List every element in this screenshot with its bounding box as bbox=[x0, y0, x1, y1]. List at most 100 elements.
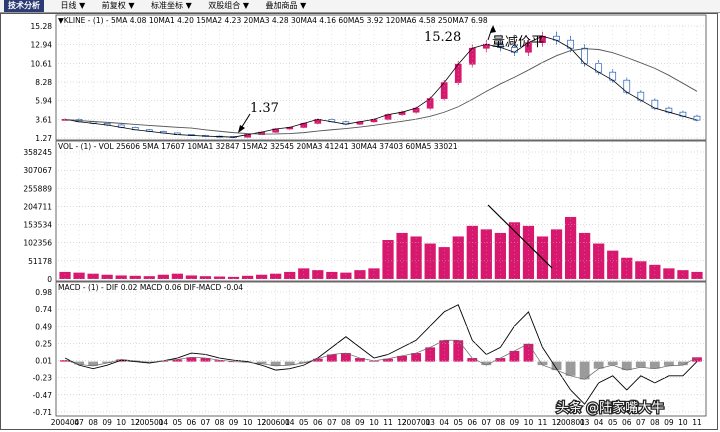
y-tick-label: 0.98 bbox=[35, 288, 52, 297]
macd-bar bbox=[172, 359, 183, 362]
y-tick-label: 5.94 bbox=[35, 97, 52, 106]
volume-bar bbox=[59, 271, 71, 279]
coordinate-menu[interactable]: 标准坐标 ▼ bbox=[151, 1, 192, 10]
volume-bar bbox=[564, 216, 577, 279]
y-tick-label: 1.27 bbox=[35, 134, 52, 143]
volume-bar bbox=[649, 264, 661, 279]
watermark: 头条 @陆家嘴大牛 bbox=[556, 400, 664, 416]
volume-bar bbox=[593, 243, 605, 279]
x-tick-label: 04 bbox=[594, 418, 604, 427]
x-tick-label: 09 bbox=[510, 418, 520, 427]
x-tick-label: 09 bbox=[229, 418, 239, 427]
volume-bar bbox=[663, 268, 675, 279]
volume-series bbox=[59, 216, 703, 279]
chart-frame bbox=[0, 13, 718, 430]
macd-bar bbox=[551, 361, 562, 371]
volume-bar bbox=[101, 274, 113, 279]
x-tick-label: 06 bbox=[313, 418, 323, 427]
macd-series bbox=[60, 304, 702, 405]
x-tick-label: 10 bbox=[243, 418, 253, 427]
x-tick-label: 05 bbox=[453, 418, 463, 427]
volume-panel bbox=[55, 140, 707, 282]
macd-bar bbox=[692, 357, 702, 362]
x-tick-label: 11 bbox=[538, 418, 548, 427]
volume-bar bbox=[129, 275, 141, 279]
macd-bar bbox=[186, 357, 197, 362]
macd-bar bbox=[663, 361, 674, 366]
x-tick-label: 05 bbox=[173, 418, 183, 427]
x-tick-label: 08 bbox=[215, 418, 225, 427]
macd-bar bbox=[369, 360, 379, 362]
macd-bar bbox=[607, 361, 618, 366]
x-tick-label: 03 bbox=[425, 418, 435, 427]
volume-bar bbox=[115, 275, 127, 279]
volume-bar bbox=[213, 276, 226, 279]
x-tick-label: 200404 bbox=[51, 418, 80, 427]
period-menu[interactable]: 日线 ▼ bbox=[60, 1, 86, 10]
x-tick-label: 08 bbox=[650, 418, 660, 427]
macd-bar bbox=[495, 358, 506, 362]
x-tick-label: 08 bbox=[496, 418, 506, 427]
y-tick-label: 51178 bbox=[28, 257, 52, 266]
volume-bar bbox=[241, 275, 254, 279]
x-tick-label: 10 bbox=[524, 418, 534, 427]
y-tick-label: 12.94 bbox=[31, 41, 53, 50]
x-tick-label: 10 bbox=[369, 418, 379, 427]
tab-technical-analysis[interactable]: 技术分析 bbox=[4, 0, 44, 12]
macd-bar bbox=[214, 360, 225, 362]
macd-bar bbox=[144, 361, 155, 363]
x-tick-label: 09 bbox=[355, 418, 365, 427]
volume-header: VOL - (1) - VOL 25606 5MA 17607 10MA1 32… bbox=[58, 142, 458, 151]
toolbar: 技术分析 日线 ▼ 前复权 ▼ 标准坐标 ▼ 双股组合 ▼ 叠加商品 ▼ bbox=[0, 0, 720, 13]
high-price-annotation: 15.28 bbox=[424, 30, 461, 45]
macd-bar bbox=[383, 358, 393, 362]
x-tick-label: 06 bbox=[187, 418, 197, 427]
volume-bar bbox=[494, 232, 506, 279]
x-tick-label: 07 bbox=[327, 418, 337, 427]
y-tick-label: 3.61 bbox=[35, 115, 52, 124]
price-panel bbox=[55, 14, 707, 141]
x-tick-label: 11 bbox=[383, 418, 393, 427]
y-tick-label: 0 bbox=[47, 275, 52, 284]
volume-bar bbox=[326, 271, 338, 279]
volume-bar bbox=[579, 232, 591, 279]
volume-bar bbox=[382, 240, 394, 279]
x-tick-label: 200701 bbox=[402, 418, 431, 427]
overlay-menu[interactable]: 叠加商品 ▼ bbox=[265, 1, 307, 10]
volume-bar bbox=[73, 272, 85, 279]
x-tick-label: 200601 bbox=[261, 418, 290, 427]
x-tick-label: 10 bbox=[116, 418, 126, 427]
x-tick-label: 04 bbox=[159, 418, 169, 427]
y-tick-label: 153534 bbox=[23, 221, 52, 230]
volume-bar bbox=[438, 247, 450, 279]
y-tick-label: 0.74 bbox=[35, 305, 52, 314]
x-tick-label: 12 bbox=[552, 418, 562, 427]
volume-bar bbox=[143, 276, 155, 279]
macd-bar bbox=[678, 361, 688, 366]
volume-bar bbox=[607, 250, 619, 279]
y-tick-label: 15.28 bbox=[31, 22, 53, 31]
high-arrow-head bbox=[490, 25, 496, 33]
macd-bar bbox=[60, 360, 70, 362]
macd-bar bbox=[200, 358, 211, 362]
y-tick-label: 307067 bbox=[23, 166, 52, 175]
macd-bar bbox=[649, 361, 660, 369]
x-tick-label: 03 bbox=[580, 418, 590, 427]
dif-line bbox=[64, 304, 698, 405]
volume-bar bbox=[691, 271, 703, 279]
x-tick-label: 12 bbox=[257, 418, 267, 427]
volume-bar bbox=[522, 225, 535, 279]
x-tick-label: 08 bbox=[341, 418, 351, 427]
combo-menu[interactable]: 双股组合 ▼ bbox=[208, 1, 249, 10]
macd-bar bbox=[481, 361, 492, 366]
macd-bar bbox=[355, 358, 365, 362]
adjust-menu[interactable]: 前复权 ▼ bbox=[101, 1, 135, 10]
x-tick-label: 07 bbox=[482, 418, 492, 427]
macd-bar bbox=[635, 361, 646, 368]
volume-trend-line bbox=[487, 204, 553, 269]
macd-bar bbox=[537, 361, 548, 366]
close-line bbox=[64, 35, 698, 138]
volume-bar bbox=[424, 243, 436, 279]
macd-bar bbox=[467, 358, 478, 362]
y-tick-label: 358245 bbox=[23, 148, 52, 157]
